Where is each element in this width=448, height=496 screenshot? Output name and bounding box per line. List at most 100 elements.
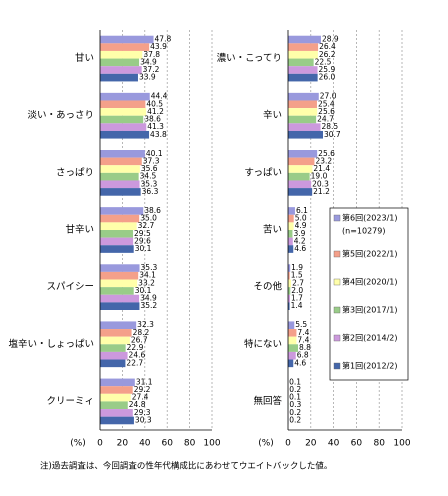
value-label: 37.8 bbox=[143, 50, 160, 59]
category-label: さっぱり bbox=[56, 167, 94, 178]
value-label: 35.3 bbox=[141, 179, 158, 188]
value-label: 30.3 bbox=[135, 415, 152, 424]
value-label: 4.6 bbox=[294, 358, 306, 367]
bar bbox=[100, 150, 145, 158]
value-label: 19.0 bbox=[311, 172, 328, 181]
bar bbox=[100, 214, 140, 223]
bar bbox=[100, 245, 134, 253]
category-label: 塩辛い・しょっぱい bbox=[8, 338, 94, 350]
value-label: 41.3 bbox=[147, 122, 164, 131]
bar bbox=[288, 180, 312, 189]
category-label: 甘い bbox=[75, 52, 94, 64]
value-label: 27.4 bbox=[132, 393, 149, 402]
x-tick-label: 60 bbox=[161, 439, 173, 449]
bar bbox=[288, 271, 290, 280]
value-label: 6.8 bbox=[297, 351, 309, 360]
bar bbox=[288, 35, 321, 44]
bar bbox=[288, 92, 319, 101]
value-label: 20.3 bbox=[312, 179, 329, 188]
value-label: 0.3 bbox=[289, 400, 301, 409]
bar bbox=[288, 214, 294, 223]
category-label: 甘辛い bbox=[65, 224, 94, 236]
legend-swatch bbox=[333, 278, 341, 286]
x-tick-label: 40 bbox=[328, 439, 340, 449]
x-tick-label: 20 bbox=[117, 439, 129, 449]
x-tick-label: 20 bbox=[305, 439, 317, 449]
bar bbox=[100, 294, 140, 303]
footnote: 注)過去調査は、今回調査の性年代構成比にあわせてウエイトバックした値。 bbox=[40, 461, 332, 472]
value-label: 22.5 bbox=[315, 57, 332, 66]
value-label: 1.4 bbox=[291, 301, 303, 310]
legend-label: 第6回(2023/1) bbox=[342, 213, 397, 223]
value-label: 2.7 bbox=[292, 278, 304, 287]
value-label: 44.4 bbox=[151, 92, 168, 101]
value-label: 31.1 bbox=[136, 377, 153, 386]
value-label: 47.8 bbox=[155, 35, 172, 44]
x-tick-label: 100 bbox=[203, 439, 220, 449]
bar bbox=[288, 150, 318, 158]
value-label: 35.3 bbox=[141, 263, 158, 272]
value-label: 29.5 bbox=[134, 229, 151, 238]
value-label: 24.7 bbox=[317, 115, 334, 124]
value-label: 24.8 bbox=[129, 400, 146, 409]
value-label: 7.4 bbox=[297, 328, 309, 337]
value-label: 33.9 bbox=[139, 73, 156, 82]
bar bbox=[288, 359, 294, 368]
value-label: 32.3 bbox=[137, 320, 154, 329]
value-label: 43.9 bbox=[150, 42, 167, 51]
bar bbox=[288, 108, 318, 116]
bar bbox=[288, 165, 313, 173]
value-label: 32.7 bbox=[138, 221, 155, 230]
bar bbox=[288, 73, 318, 82]
legend-label: 第1回(2012/2) bbox=[342, 361, 397, 371]
value-label: 27.0 bbox=[320, 92, 337, 101]
value-label: 26.7 bbox=[131, 335, 148, 344]
bar bbox=[100, 157, 142, 166]
value-label: 25.6 bbox=[318, 107, 335, 116]
bar bbox=[100, 180, 140, 189]
legend-label: 第5回(2022/1) bbox=[342, 249, 397, 259]
value-label: 34.9 bbox=[140, 57, 157, 66]
value-label: 34.5 bbox=[140, 172, 157, 181]
value-label: 28.5 bbox=[321, 122, 338, 131]
bar bbox=[100, 165, 140, 173]
bar bbox=[100, 378, 135, 387]
category-label: 苦い bbox=[263, 224, 282, 236]
bar bbox=[288, 329, 297, 337]
bar bbox=[288, 344, 299, 352]
bar bbox=[100, 43, 150, 51]
value-label: 35.6 bbox=[141, 164, 158, 173]
bar bbox=[288, 130, 323, 139]
bar bbox=[100, 50, 143, 59]
value-label: 33.2 bbox=[138, 278, 155, 287]
bar bbox=[100, 230, 134, 238]
bar bbox=[100, 92, 150, 101]
value-label: 25.6 bbox=[318, 149, 335, 158]
legend-note: (n=10279) bbox=[342, 227, 385, 236]
value-label: 28.2 bbox=[133, 328, 150, 337]
bar bbox=[100, 66, 142, 74]
value-label: 0.1 bbox=[289, 393, 301, 402]
bar bbox=[100, 336, 130, 345]
category-label: すっぱい bbox=[244, 167, 282, 178]
bar bbox=[100, 108, 147, 116]
value-label: 4.9 bbox=[295, 221, 307, 230]
value-label: 26.2 bbox=[319, 50, 336, 59]
bar bbox=[100, 302, 140, 310]
bar bbox=[100, 35, 154, 44]
value-label: 24.6 bbox=[129, 351, 146, 360]
value-label: 29.6 bbox=[134, 236, 151, 245]
value-label: 23.2 bbox=[315, 156, 332, 165]
x-tick-label: 80 bbox=[184, 439, 196, 449]
value-label: 25.4 bbox=[318, 99, 335, 108]
value-label: 22.7 bbox=[126, 358, 143, 367]
value-label: 21.4 bbox=[313, 164, 330, 173]
category-label: スパイシー bbox=[46, 282, 94, 293]
x-tick-label: 40 bbox=[139, 439, 151, 449]
legend-swatch bbox=[333, 362, 341, 370]
x-tick-label: 100 bbox=[393, 439, 410, 449]
value-label: 30.7 bbox=[324, 130, 341, 139]
x-axis-label: (%) bbox=[70, 439, 86, 449]
bar bbox=[288, 230, 293, 238]
category-label: 淡い・あっさり bbox=[27, 110, 94, 121]
